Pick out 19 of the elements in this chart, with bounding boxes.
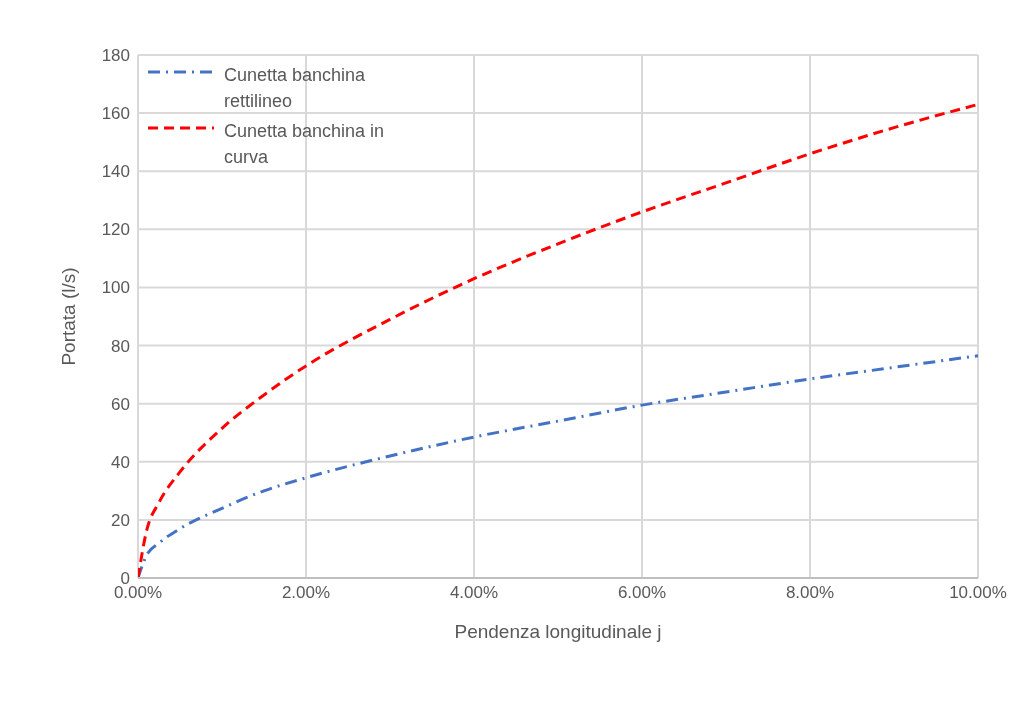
y-tick-label: 120: [101, 220, 130, 240]
x-tick-label: 6.00%: [617, 583, 667, 603]
legend-label: Cunetta banchina in curva: [224, 120, 386, 169]
y-tick-label: 40: [111, 452, 130, 472]
y-tick-label: 160: [101, 104, 130, 124]
y-tick-label: 140: [101, 162, 130, 182]
x-tick-label: 8.00%: [785, 583, 835, 603]
line-series: [138, 354, 978, 578]
y-tick-label: 60: [111, 394, 130, 414]
x-axis-title: Pendenza longitudinale j: [454, 621, 662, 642]
y-tick-label: 180: [101, 46, 130, 66]
x-tick-label: 10.00%: [949, 583, 1007, 603]
x-tick-label: 4.00%: [449, 583, 499, 603]
y-axis-title: Portata (l/s): [57, 267, 79, 366]
legend-label: Cunetta banchina rettilineo: [224, 64, 367, 113]
y-tick-label: 80: [111, 336, 130, 356]
y-tick-label: 100: [101, 278, 130, 298]
y-tick-label: 20: [111, 510, 130, 530]
x-tick-label: 2.00%: [281, 583, 331, 603]
